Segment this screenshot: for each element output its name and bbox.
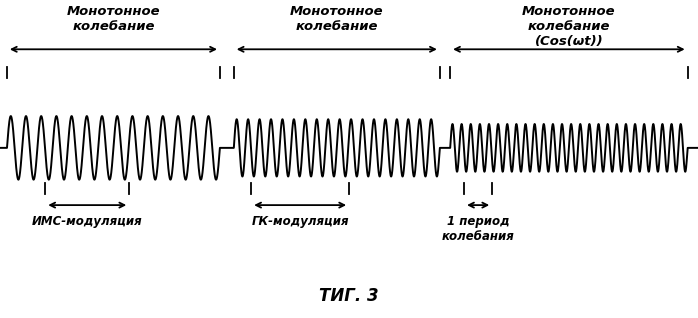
- Text: 1 период
колебания: 1 период колебания: [442, 215, 514, 243]
- Text: ИМС-модуляция: ИМС-модуляция: [32, 215, 142, 228]
- Text: Монотонное
колебание
(Cos(ωt)): Монотонное колебание (Cos(ωt)): [522, 5, 616, 48]
- Text: Монотонное
колебание: Монотонное колебание: [290, 5, 384, 33]
- Text: Монотонное
колебание: Монотонное колебание: [66, 5, 161, 33]
- Text: ГК-модуляция: ГК-модуляция: [251, 215, 349, 228]
- Text: ΤИГ. 3: ΤИГ. 3: [319, 287, 379, 305]
